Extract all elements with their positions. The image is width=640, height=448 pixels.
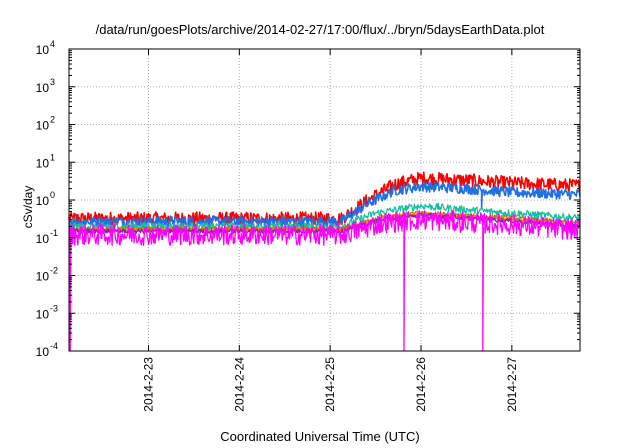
x-tick-label: 2014-2-25 (323, 357, 337, 412)
y-tick-label: 10 (36, 270, 50, 284)
y-tick-exponent: 0 (50, 190, 55, 200)
x-axis-label: Coordinated Universal Time (UTC) (220, 429, 420, 444)
y-tick-exponent: 2 (50, 115, 55, 125)
grid-layer (69, 49, 580, 351)
y-tick-label: 10 (36, 119, 50, 133)
y-tick-label: 10 (36, 81, 50, 95)
y-tick-label: 10 (36, 43, 50, 57)
y-tick-exponent: 1 (50, 152, 55, 162)
x-tick-label: 2014-2-26 (414, 357, 428, 412)
series-layer (68, 171, 581, 352)
y-tick-exponent: 4 (50, 39, 55, 49)
y-tick-exponent: -1 (50, 228, 58, 238)
x-tick-label: 2014-2-24 (232, 357, 246, 412)
x-tick-label: 2014-2-23 (141, 357, 155, 412)
y-tick-label: 10 (36, 156, 50, 170)
y-tick-label: 10 (36, 232, 50, 246)
y-tick-exponent: -4 (50, 341, 58, 351)
x-tick-label: 2014-2-27 (505, 357, 519, 412)
series-line (68, 210, 581, 352)
series-line (68, 171, 581, 227)
y-tick-label: 10 (36, 194, 50, 208)
chart-title: /data/run/goesPlots/archive/2014-02-27/1… (95, 22, 545, 37)
y-tick-exponent: -3 (50, 303, 58, 313)
y-tick-label: 10 (36, 307, 50, 321)
series-line (68, 202, 581, 231)
y-tick-exponent: -2 (50, 266, 58, 276)
y-tick-exponent: 3 (50, 77, 55, 87)
y-tick-label: 10 (36, 345, 50, 359)
